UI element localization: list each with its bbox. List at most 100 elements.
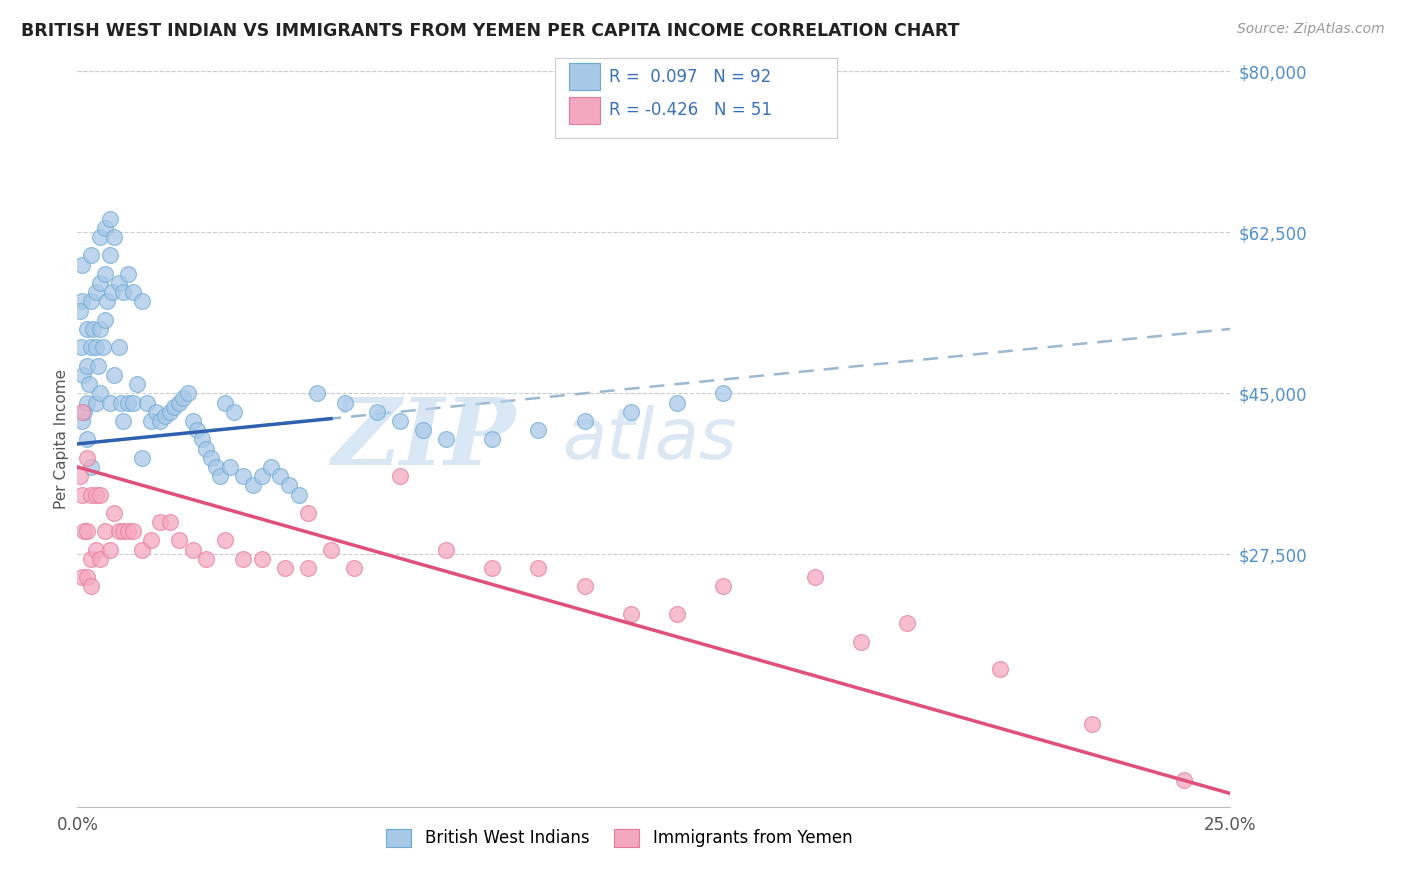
- Point: [343, 561, 366, 575]
- Point: [988, 662, 1011, 676]
- Point: [69, 303, 91, 318]
- Point: [80, 294, 103, 309]
- Point: [167, 533, 190, 548]
- Point: [121, 395, 143, 409]
- Point: [80, 459, 103, 474]
- Point: [191, 433, 214, 447]
- Point: [167, 395, 190, 409]
- Point: [1081, 717, 1104, 731]
- Point: [195, 442, 218, 456]
- Point: [84, 340, 107, 354]
- Point: [434, 542, 457, 557]
- Text: Source: ZipAtlas.com: Source: ZipAtlas.com: [1237, 22, 1385, 37]
- Point: [76, 433, 98, 447]
- Point: [181, 414, 204, 428]
- Point: [260, 459, 283, 474]
- Point: [389, 414, 412, 428]
- Point: [896, 616, 918, 631]
- Text: ZIP: ZIP: [332, 394, 516, 484]
- Point: [76, 322, 98, 336]
- Point: [117, 524, 139, 539]
- Text: atlas: atlas: [561, 405, 737, 474]
- Point: [135, 395, 157, 409]
- Point: [117, 395, 139, 409]
- Point: [269, 469, 291, 483]
- Point: [70, 405, 93, 419]
- Point: [620, 405, 643, 419]
- Point: [110, 395, 132, 409]
- Point: [70, 340, 93, 354]
- Point: [195, 552, 218, 566]
- Point: [103, 506, 125, 520]
- Y-axis label: Per Capita Income: Per Capita Income: [53, 369, 69, 509]
- Point: [108, 340, 131, 354]
- Point: [159, 515, 181, 529]
- Point: [80, 248, 103, 262]
- Point: [84, 285, 107, 300]
- Text: BRITISH WEST INDIAN VS IMMIGRANTS FROM YEMEN PER CAPITA INCOME CORRELATION CHART: BRITISH WEST INDIAN VS IMMIGRANTS FROM Y…: [21, 22, 959, 40]
- Point: [665, 395, 688, 409]
- Point: [333, 395, 356, 409]
- Point: [278, 478, 301, 492]
- Point: [172, 391, 194, 405]
- Point: [665, 607, 688, 621]
- Point: [177, 386, 200, 401]
- Point: [200, 450, 222, 465]
- Point: [108, 276, 131, 290]
- Legend: British West Indians, Immigrants from Yemen: British West Indians, Immigrants from Ye…: [380, 822, 859, 855]
- Point: [851, 634, 873, 648]
- Point: [121, 285, 143, 300]
- Point: [711, 580, 734, 594]
- Point: [73, 405, 96, 419]
- Point: [131, 542, 153, 557]
- Point: [307, 386, 329, 401]
- Point: [84, 542, 107, 557]
- Point: [96, 294, 118, 309]
- Point: [98, 395, 121, 409]
- Point: [297, 506, 319, 520]
- Point: [214, 533, 236, 548]
- Point: [527, 561, 550, 575]
- Point: [242, 478, 264, 492]
- Point: [84, 395, 107, 409]
- Point: [70, 570, 93, 584]
- Point: [131, 450, 153, 465]
- Point: [82, 322, 104, 336]
- Point: [711, 386, 734, 401]
- Point: [87, 359, 110, 373]
- Point: [89, 487, 111, 501]
- Point: [620, 607, 643, 621]
- Point: [89, 230, 111, 244]
- Point: [204, 459, 226, 474]
- Point: [574, 580, 596, 594]
- Point: [89, 322, 111, 336]
- Point: [186, 423, 208, 437]
- Point: [76, 395, 98, 409]
- Point: [76, 359, 98, 373]
- Point: [319, 542, 342, 557]
- Point: [94, 220, 117, 235]
- Point: [70, 414, 93, 428]
- Point: [69, 469, 91, 483]
- Point: [72, 368, 94, 382]
- Point: [297, 561, 319, 575]
- Point: [103, 368, 125, 382]
- Point: [70, 258, 93, 272]
- Point: [145, 405, 167, 419]
- Point: [149, 414, 172, 428]
- Point: [274, 561, 297, 575]
- Point: [89, 276, 111, 290]
- Point: [77, 377, 100, 392]
- Point: [121, 524, 143, 539]
- Point: [112, 414, 135, 428]
- Point: [574, 414, 596, 428]
- Point: [209, 469, 232, 483]
- Point: [91, 340, 114, 354]
- Point: [89, 552, 111, 566]
- Point: [80, 340, 103, 354]
- Point: [149, 515, 172, 529]
- Point: [481, 433, 503, 447]
- Point: [84, 487, 107, 501]
- Point: [98, 248, 121, 262]
- Point: [80, 552, 103, 566]
